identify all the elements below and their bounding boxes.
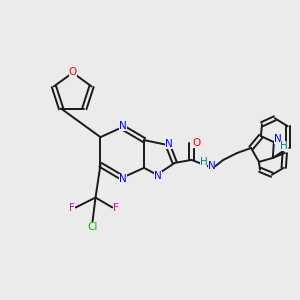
Text: F: F <box>69 203 75 214</box>
Text: O: O <box>192 138 201 148</box>
Text: N: N <box>274 134 282 144</box>
Text: N: N <box>119 121 127 131</box>
Text: H: H <box>280 141 288 151</box>
Text: N: N <box>208 161 215 171</box>
Text: N: N <box>165 139 173 149</box>
Text: F: F <box>113 203 119 214</box>
Text: N: N <box>154 171 162 181</box>
Text: H: H <box>200 157 207 167</box>
Text: O: O <box>69 67 77 77</box>
Text: N: N <box>119 174 127 184</box>
Text: Cl: Cl <box>87 222 98 232</box>
